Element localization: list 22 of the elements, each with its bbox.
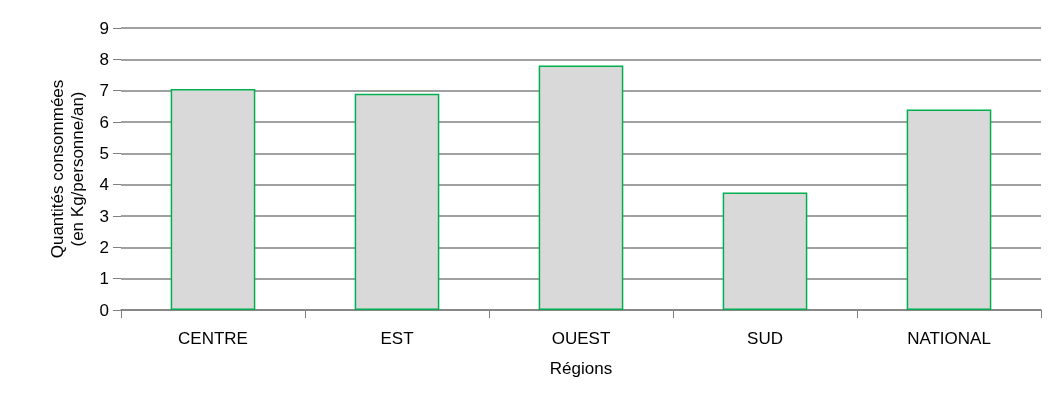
bar xyxy=(538,65,624,310)
x-tick-label: SUD xyxy=(747,329,783,348)
bar xyxy=(170,89,256,310)
x-tick-label: OUEST xyxy=(551,329,611,348)
x-axis-title: Régions xyxy=(549,359,613,378)
y-tick-label: 8 xyxy=(99,49,109,69)
y-tick-label: 1 xyxy=(99,269,109,289)
y-tick-label: 2 xyxy=(99,237,109,257)
x-tick-label: NATIONAL xyxy=(907,329,991,348)
bar xyxy=(354,93,440,310)
bar xyxy=(722,192,808,310)
y-tick-label: 6 xyxy=(99,112,109,132)
x-tick-label: EST xyxy=(380,329,414,348)
y-tick-label: 3 xyxy=(99,206,109,226)
y-tick-label: 4 xyxy=(99,175,109,195)
y-tick-label: 9 xyxy=(99,18,109,38)
x-tick-label: CENTRE xyxy=(178,329,248,348)
y-axis-title: Quantités consommées (en Kg/personne/an) xyxy=(47,79,87,259)
y-tick-label: 5 xyxy=(99,143,109,163)
y-tick-label: 7 xyxy=(99,81,109,101)
bar xyxy=(906,109,992,310)
y-tick-label: 0 xyxy=(99,300,109,320)
